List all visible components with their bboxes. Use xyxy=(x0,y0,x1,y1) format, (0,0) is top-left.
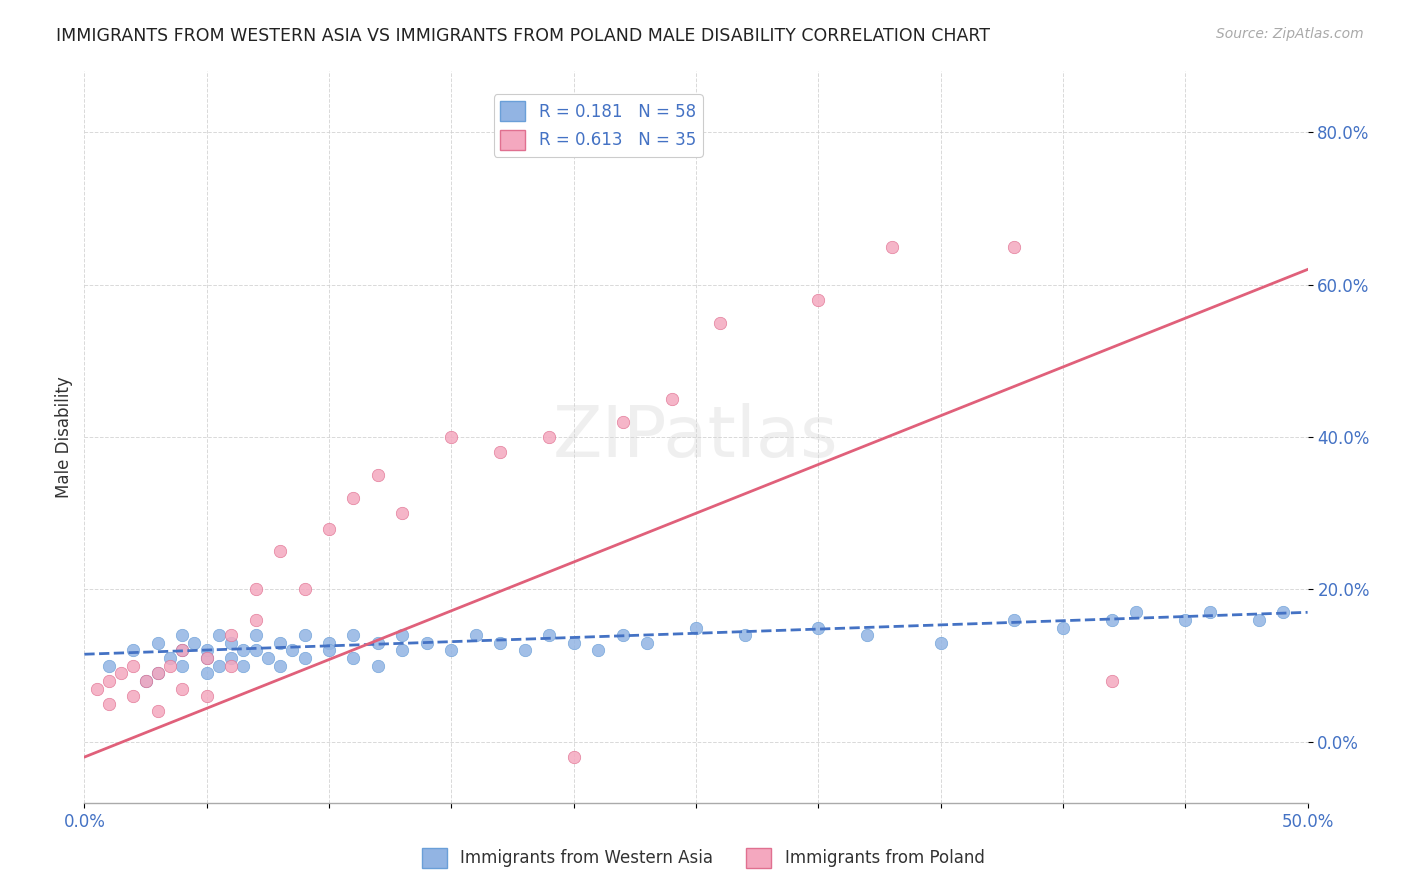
Point xyxy=(318,521,340,535)
Point xyxy=(391,628,413,642)
Point xyxy=(294,628,316,642)
Point xyxy=(245,582,267,597)
Point xyxy=(281,643,304,657)
Point xyxy=(172,658,194,673)
Point xyxy=(538,628,561,642)
Point xyxy=(612,628,634,642)
Point xyxy=(807,621,830,635)
Point xyxy=(318,643,340,657)
Point xyxy=(1101,613,1123,627)
Legend: Immigrants from Western Asia, Immigrants from Poland: Immigrants from Western Asia, Immigrants… xyxy=(415,841,991,875)
Point xyxy=(219,658,242,673)
Point xyxy=(172,643,194,657)
Point xyxy=(219,628,242,642)
Point xyxy=(159,651,181,665)
Y-axis label: Male Disability: Male Disability xyxy=(55,376,73,498)
Text: IMMIGRANTS FROM WESTERN ASIA VS IMMIGRANTS FROM POLAND MALE DISABILITY CORRELATI: IMMIGRANTS FROM WESTERN ASIA VS IMMIGRAN… xyxy=(56,27,990,45)
Point xyxy=(208,658,231,673)
Point xyxy=(929,636,952,650)
Point xyxy=(195,689,218,703)
Point xyxy=(391,506,413,520)
Point xyxy=(195,651,218,665)
Point xyxy=(146,666,169,681)
Point xyxy=(1002,239,1025,253)
Point xyxy=(342,491,364,505)
Point xyxy=(734,628,756,642)
Point xyxy=(318,636,340,650)
Point xyxy=(183,636,205,650)
Point xyxy=(586,643,609,657)
Point xyxy=(257,651,280,665)
Point xyxy=(122,643,145,657)
Point xyxy=(367,636,389,650)
Point xyxy=(208,628,231,642)
Point xyxy=(1052,621,1074,635)
Point xyxy=(342,651,364,665)
Point xyxy=(195,651,218,665)
Point xyxy=(122,689,145,703)
Point xyxy=(122,658,145,673)
Point xyxy=(245,628,267,642)
Point xyxy=(489,445,512,459)
Point xyxy=(135,673,157,688)
Point xyxy=(232,658,254,673)
Point xyxy=(538,430,561,444)
Point xyxy=(195,643,218,657)
Point xyxy=(661,392,683,406)
Point xyxy=(464,628,486,642)
Point xyxy=(294,651,316,665)
Point xyxy=(367,468,389,483)
Point xyxy=(856,628,879,642)
Point xyxy=(880,239,903,253)
Point xyxy=(1247,613,1270,627)
Point xyxy=(709,316,731,330)
Point xyxy=(636,636,658,650)
Point xyxy=(685,621,707,635)
Point xyxy=(294,582,316,597)
Point xyxy=(440,430,463,444)
Legend: R = 0.181   N = 58, R = 0.613   N = 35: R = 0.181 N = 58, R = 0.613 N = 35 xyxy=(494,95,703,157)
Point xyxy=(440,643,463,657)
Point xyxy=(562,750,585,764)
Point xyxy=(172,681,194,696)
Point xyxy=(1101,673,1123,688)
Point xyxy=(135,673,157,688)
Point xyxy=(1174,613,1197,627)
Point xyxy=(219,651,242,665)
Point xyxy=(146,705,169,719)
Point xyxy=(1125,605,1147,619)
Point xyxy=(391,643,413,657)
Point xyxy=(1198,605,1220,619)
Point xyxy=(219,636,242,650)
Point xyxy=(269,636,291,650)
Point xyxy=(232,643,254,657)
Point xyxy=(86,681,108,696)
Point xyxy=(1002,613,1025,627)
Point xyxy=(562,636,585,650)
Point xyxy=(612,415,634,429)
Point xyxy=(245,613,267,627)
Point xyxy=(110,666,132,681)
Text: Source: ZipAtlas.com: Source: ZipAtlas.com xyxy=(1216,27,1364,41)
Point xyxy=(416,636,439,650)
Point xyxy=(97,673,120,688)
Point xyxy=(172,628,194,642)
Point xyxy=(97,697,120,711)
Point xyxy=(269,658,291,673)
Point xyxy=(146,666,169,681)
Point xyxy=(97,658,120,673)
Point xyxy=(342,628,364,642)
Point xyxy=(807,293,830,307)
Point xyxy=(146,636,169,650)
Point xyxy=(367,658,389,673)
Point xyxy=(195,666,218,681)
Text: ZIPatlas: ZIPatlas xyxy=(553,402,839,472)
Point xyxy=(269,544,291,558)
Point xyxy=(513,643,536,657)
Point xyxy=(172,643,194,657)
Point xyxy=(245,643,267,657)
Point xyxy=(1272,605,1295,619)
Point xyxy=(489,636,512,650)
Point xyxy=(159,658,181,673)
